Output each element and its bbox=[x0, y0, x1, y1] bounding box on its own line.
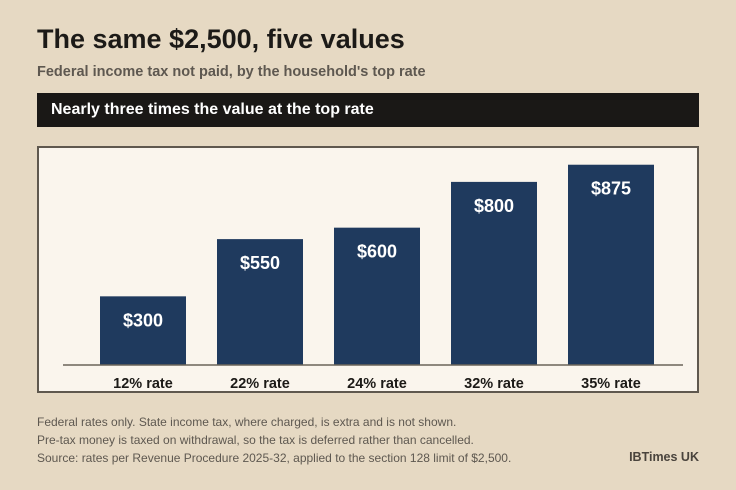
bar-35-rate bbox=[568, 164, 654, 365]
bar-value-label: $300 bbox=[123, 310, 163, 330]
chart-frame: $300 12% rate $550 22% rate $600 24% rate $800… bbox=[37, 146, 699, 393]
x-tick-label: 35% rate bbox=[581, 376, 641, 391]
bar-12-rate bbox=[100, 296, 186, 365]
chart-subtitle: Federal income tax not paid, by the hous… bbox=[37, 64, 426, 80]
footnote-source: Source: rates per Revenue Procedure 2025… bbox=[37, 451, 512, 465]
bar-chart: $300 12% rate $550 22% rate $600 24% rate $800… bbox=[63, 164, 683, 391]
bar-24-rate bbox=[334, 227, 420, 365]
x-tick-label: 32% rate bbox=[464, 376, 524, 391]
bar-22-rate bbox=[217, 239, 303, 365]
x-tick-label: 22% rate bbox=[230, 376, 290, 391]
bar-value-label: $600 bbox=[357, 242, 397, 262]
chart-title: The same $2,500, five values bbox=[37, 24, 405, 54]
bar-32-rate bbox=[451, 181, 537, 365]
bar-value-label: $800 bbox=[474, 196, 514, 216]
bar-value-label: $875 bbox=[591, 179, 631, 199]
bar-value-label: $550 bbox=[240, 253, 280, 273]
publisher-credit: IBTimes UK bbox=[629, 450, 699, 464]
footnote-state-tax: Federal rates only. State income tax, wh… bbox=[37, 415, 457, 429]
headline-banner: Nearly three times the value at the top … bbox=[37, 93, 699, 127]
x-tick-label: 12% rate bbox=[113, 376, 173, 391]
footnote-deferred: Pre-tax money is taxed on withdrawal, so… bbox=[37, 433, 474, 447]
x-tick-label: 24% rate bbox=[347, 376, 407, 391]
